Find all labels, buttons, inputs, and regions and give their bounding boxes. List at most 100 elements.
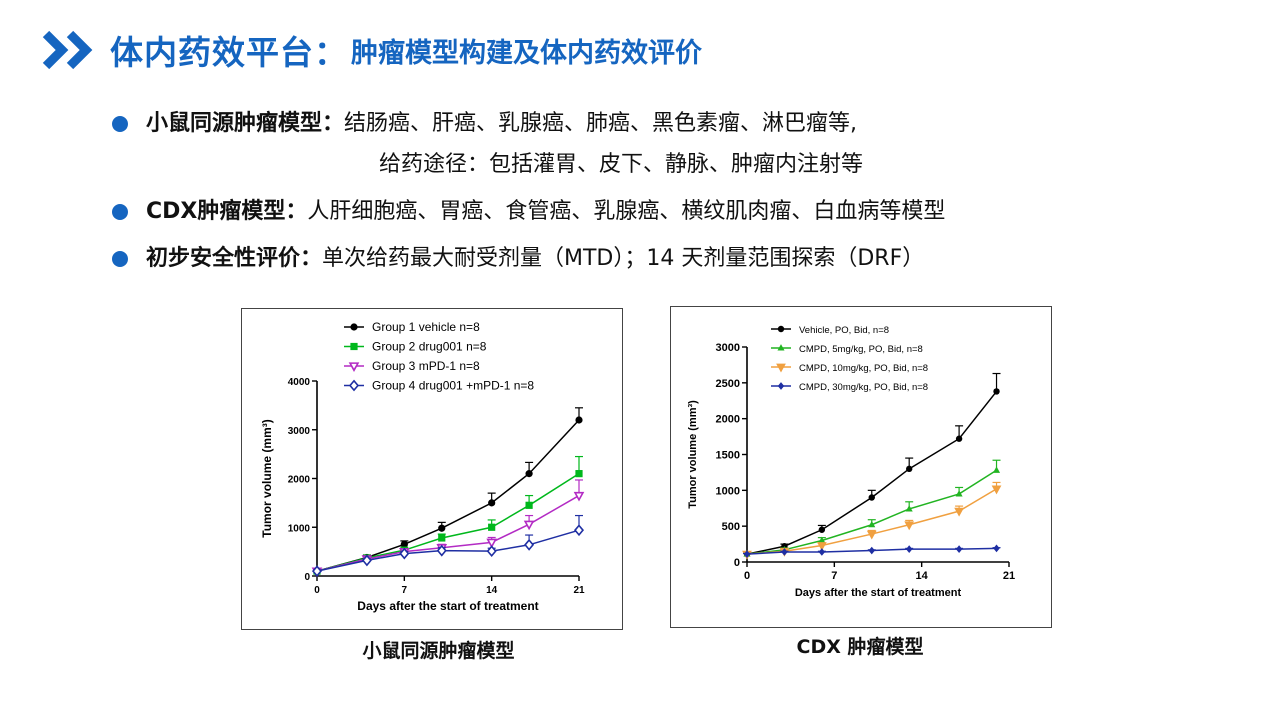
data-point: [955, 490, 963, 497]
series-line: [316, 419, 580, 572]
y-tick-label: 2000: [716, 414, 740, 426]
x-axis-label: Days after the start of treatment: [357, 599, 538, 613]
data-point: [361, 554, 372, 567]
data-point: [777, 325, 785, 333]
data-point: [438, 524, 446, 532]
data-point: [993, 544, 1000, 553]
x-tick-label: 7: [402, 585, 408, 596]
x-tick-label: 7: [831, 570, 837, 582]
page-subtitle: 肿瘤模型构建及体内药效评价: [351, 37, 702, 69]
data-point: [743, 550, 751, 558]
y-tick-label: 3000: [716, 342, 740, 354]
double-chevron-right-icon: [42, 30, 93, 70]
y-tick-label: 0: [734, 557, 740, 569]
legend-label: CMPD, 30mg/kg, PO, Bid, n=8: [799, 382, 928, 393]
data-point: [868, 520, 876, 528]
bullet-dot-icon: [112, 251, 128, 267]
x-tick-label: 14: [486, 585, 498, 596]
y-tick-label: 4000: [288, 377, 311, 388]
title-separator: ：: [314, 33, 347, 72]
bullet-dot-icon: [112, 204, 128, 220]
bullet-text: 人肝细胞癌、胃癌、食管癌、乳腺癌、横纹肌肉瘤、白血病等模型: [307, 199, 946, 224]
y-tick-label: 3000: [288, 426, 311, 437]
series-line: [746, 390, 998, 555]
data-point: [904, 521, 915, 531]
data-point: [348, 362, 360, 372]
bullet-item: 初步安全性评价：单次给药最大耐受剂量（MTD）；14 天剂量范围探索（DRF）: [108, 239, 1258, 279]
legend-label: Group 4 drug001 +mPD-1 n=8: [372, 379, 534, 393]
data-point: [954, 507, 964, 517]
y-tick-label: 0: [304, 572, 310, 583]
data-point: [486, 538, 497, 549]
data-point: [818, 526, 826, 533]
data-point: [777, 382, 785, 390]
y-tick-label: 1000: [288, 523, 311, 534]
legend-label: CMPD, 5mg/kg, PO, Bid, n=8: [799, 344, 923, 355]
data-point: [868, 546, 875, 555]
data-point: [399, 547, 410, 560]
legend-label: CMPD, 10mg/kg, PO, Bid, n=8: [799, 363, 928, 374]
y-tick-label: 500: [722, 521, 740, 533]
page-header: 体内药效平台 ： 肿瘤模型构建及体内药效评价: [40, 24, 702, 76]
x-tick-label: 21: [1003, 570, 1015, 582]
legend-label: Group 1 vehicle n=8: [372, 320, 480, 334]
x-tick-label: 21: [573, 585, 585, 596]
chart-svg: 0 1000 2000 3000 4000 0 7 14 21 Days after the st…: [260, 320, 585, 613]
data-point: [488, 499, 496, 507]
data-point: [400, 540, 408, 548]
chart-caption-syngeneic: 小鼠同源肿瘤模型: [362, 640, 515, 662]
y-tick-label: 1500: [716, 450, 740, 462]
syngeneic-tumor-chart: 0 1000 2000 3000 4000 0 7 14 21 Days after the st…: [241, 308, 623, 630]
data-point: [524, 538, 535, 551]
data-point: [573, 491, 585, 502]
x-tick-label: 0: [744, 570, 750, 582]
bullet-text: 单次给药最大耐受剂量（MTD）；14 天剂量范围探索（DRF）: [322, 246, 925, 271]
data-point: [816, 542, 827, 552]
legend-label: Vehicle, PO, Bid, n=8: [799, 325, 889, 336]
bullet-item: 小鼠同源肿瘤模型：结肠癌、肝癌、乳腺癌、肺癌、黑色素瘤、淋巴瘤等, 给药途径：包…: [108, 104, 1258, 185]
data-point: [991, 485, 1002, 495]
data-point: [955, 435, 963, 442]
data-point: [575, 416, 583, 424]
data-point: [348, 379, 360, 392]
bullet-dot-icon: [112, 116, 128, 132]
data-point: [993, 466, 1001, 473]
legend-label: Group 3 mPD-1 n=8: [372, 359, 480, 373]
series-line: [316, 472, 580, 572]
y-tick-label: 2500: [716, 378, 740, 390]
data-point: [575, 470, 583, 478]
data-point: [488, 523, 496, 531]
bullet-text: 结肠癌、肝癌、乳腺癌、肺癌、黑色素瘤、淋巴瘤等,: [344, 111, 858, 136]
chart-caption-cdx: CDX 肿瘤模型: [796, 636, 924, 658]
data-point: [905, 545, 913, 553]
data-point: [350, 323, 358, 331]
y-tick-label: 1000: [716, 485, 740, 497]
y-axis-label: Tumor volume (mm³): [260, 419, 274, 537]
page-title: 体内药效平台: [110, 33, 314, 72]
x-axis-label: Days after the start of treatment: [795, 587, 962, 599]
x-tick-label: 14: [916, 570, 929, 582]
bullet-label: 初步安全性评价：: [146, 246, 323, 271]
data-point: [438, 534, 446, 542]
bullet-list: 小鼠同源肿瘤模型：结肠癌、肝癌、乳腺癌、肺癌、黑色素瘤、淋巴瘤等, 给药途径：包…: [108, 104, 1258, 286]
data-point: [868, 494, 875, 501]
bullet-label: 小鼠同源肿瘤模型：: [146, 111, 345, 136]
data-point: [573, 524, 585, 537]
data-point: [436, 544, 447, 557]
data-point: [993, 388, 1000, 395]
data-point: [905, 465, 913, 473]
y-tick-label: 2000: [288, 475, 311, 486]
data-point: [486, 545, 497, 558]
cdx-tumor-chart: 0 500 1000 1500 2000 2500 3000 0 7 14 21 Days after…: [670, 306, 1052, 628]
data-point: [311, 565, 323, 578]
y-axis-label: Tumor volume (mm³): [687, 400, 699, 509]
data-point: [955, 545, 963, 553]
data-point: [525, 470, 533, 478]
bullet-label: CDX肿瘤模型：: [146, 199, 308, 224]
data-point: [777, 344, 785, 351]
data-point: [905, 505, 913, 512]
chart-svg: 0 500 1000 1500 2000 2500 3000 0 7 14 21 Days after…: [687, 325, 1015, 599]
data-point: [525, 501, 533, 509]
data-point: [818, 548, 826, 556]
data-point: [818, 536, 826, 544]
